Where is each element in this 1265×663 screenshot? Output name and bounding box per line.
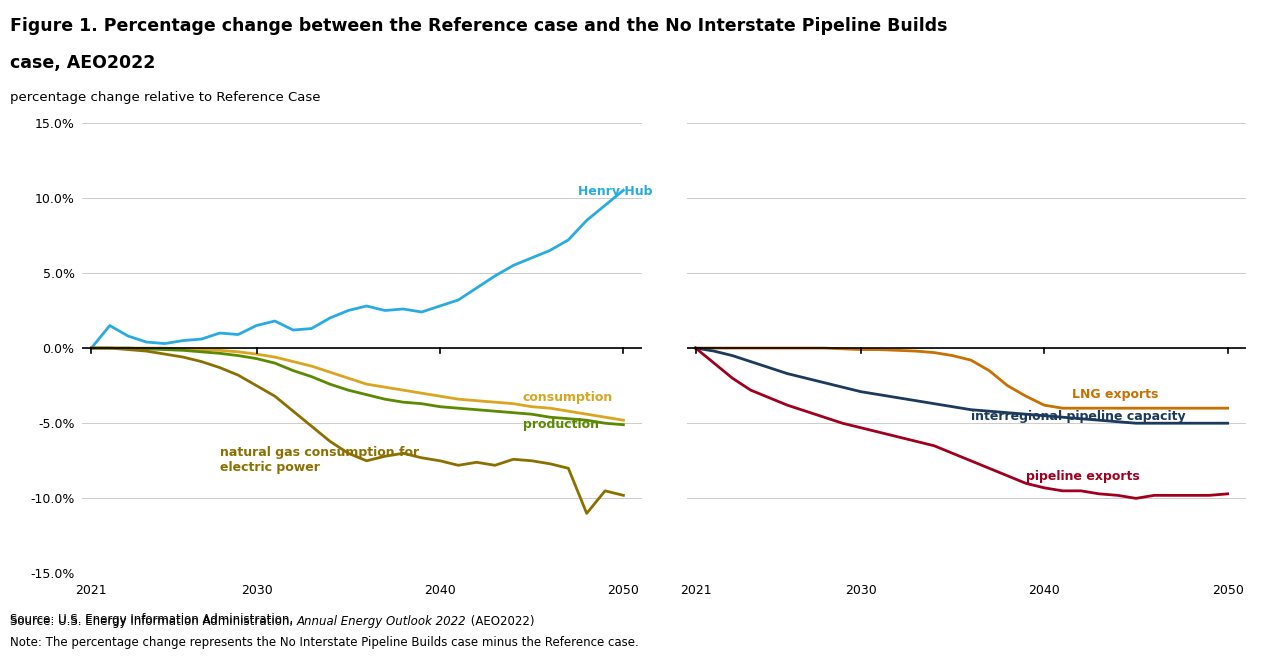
Text: Note: The percentage change represents the No Interstate Pipeline Builds case mi: Note: The percentage change represents t… [10, 636, 639, 650]
Text: interregional pipeline capacity: interregional pipeline capacity [970, 410, 1185, 423]
Text: case, AEO2022: case, AEO2022 [10, 54, 156, 72]
Text: consumption: consumption [522, 391, 612, 404]
Text: Figure 1. Percentage change between the Reference case and the No Interstate Pip: Figure 1. Percentage change between the … [10, 17, 947, 34]
Text: Source: U.S. Energy Information Administration,: Source: U.S. Energy Information Administ… [10, 615, 297, 628]
Text: Henry Hub: Henry Hub [578, 185, 651, 198]
Text: LNG exports: LNG exports [1071, 388, 1159, 400]
Text: production: production [522, 418, 598, 431]
Text: Source: U.S. Energy Information Administration,: Source: U.S. Energy Information Administ… [10, 613, 297, 627]
Text: Annual Energy Outlook 2022: Annual Energy Outlook 2022 [297, 615, 467, 628]
Text: (AEO2022): (AEO2022) [467, 615, 534, 628]
Text: percentage change relative to Reference Case: percentage change relative to Reference … [10, 91, 320, 105]
Text: pipeline exports: pipeline exports [1026, 470, 1140, 483]
Text: natural gas consumption for
electric power: natural gas consumption for electric pow… [220, 446, 419, 474]
